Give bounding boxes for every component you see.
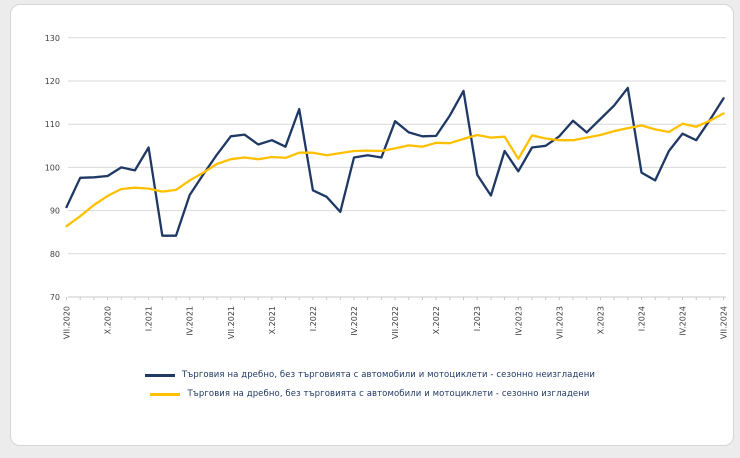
legend-label-adjusted: Търговия на дребно, без търговията с авт… [187, 389, 590, 399]
x-axis-tick-label: IV.2023 [514, 306, 523, 336]
x-axis-tick-label: X.2023 [596, 306, 605, 334]
x-axis-tick-label: VII.2022 [391, 306, 400, 339]
legend-swatch-unadjusted-line [144, 373, 175, 377]
y-axis-tick-label: 100 [45, 163, 60, 172]
x-axis-tick-label: I.2021 [145, 306, 154, 331]
legend-swatch-adjusted-line [150, 392, 181, 396]
y-axis-tick-label: 130 [45, 34, 60, 43]
legend-item-unadjusted: Търговия на дребно, без търговията с авт… [144, 370, 596, 380]
legend-item-adjusted: Търговия на дребно, без търговията с авт… [150, 389, 589, 399]
y-axis-tick-label: 110 [45, 120, 60, 129]
y-axis-tick-label: 90 [50, 207, 60, 216]
y-axis-tick-label: 80 [50, 250, 60, 259]
x-axis-tick-label: I.2022 [309, 306, 318, 331]
chart-card [10, 4, 734, 446]
x-axis-tick-label: IV.2022 [350, 306, 359, 336]
x-axis-tick-label: VII.2021 [227, 306, 236, 339]
x-axis-tick-label: VII.2024 [720, 306, 729, 339]
series-line-adjusted [65, 112, 725, 228]
y-axis-tick-label: 120 [45, 77, 60, 86]
x-axis-tick-label: IV.2021 [186, 306, 195, 336]
x-axis-tick-label: X.2020 [104, 306, 113, 334]
x-axis-tick-label: VII.2020 [63, 306, 72, 339]
x-axis-tick-label: I.2023 [473, 306, 482, 331]
series-line-unadjusted [65, 86, 725, 237]
x-axis-tick-label: IV.2024 [679, 306, 688, 336]
x-axis-tick-label: I.2024 [637, 306, 646, 331]
legend-label-unadjusted: Търговия на дребно, без търговията с авт… [181, 370, 596, 380]
x-axis-tick-label: X.2021 [268, 306, 277, 334]
x-axis-tick-label: X.2022 [432, 306, 441, 334]
chart-legend: Търговия на дребно, без търговията с авт… [0, 370, 740, 399]
x-axis-tick-label: VII.2023 [555, 306, 564, 339]
y-axis-tick-label: 70 [50, 293, 60, 302]
